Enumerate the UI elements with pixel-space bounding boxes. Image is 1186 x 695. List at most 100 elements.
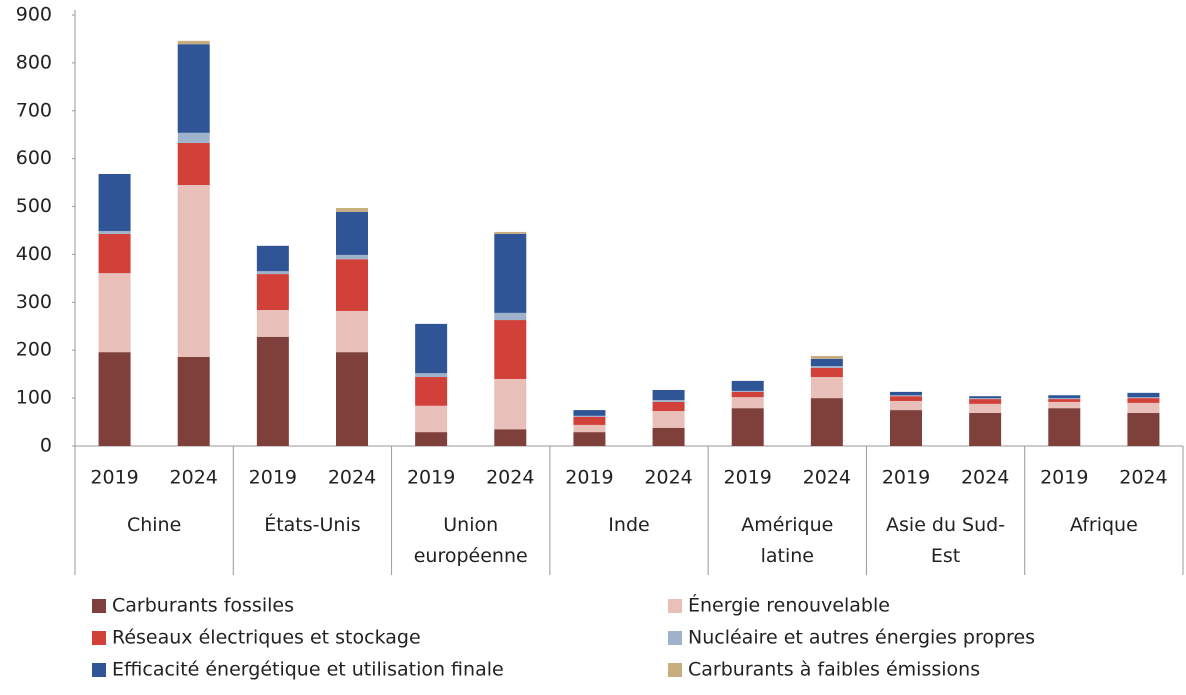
group-label-box: Chine: [127, 514, 181, 536]
y-tick-label: 400: [16, 243, 52, 265]
bar-segment: [1048, 395, 1081, 399]
legend-label: Carburants fossiles: [112, 595, 294, 617]
x-tick-label: 2019: [882, 467, 930, 489]
legend-label: Efficacité énergétique et utilisation fi…: [112, 659, 504, 681]
bar-segment: [98, 233, 131, 274]
bar-segment: [652, 400, 685, 402]
bar-segment: [731, 391, 764, 398]
bar-segment: [731, 390, 764, 392]
group-label-box: États-Unis: [264, 514, 361, 536]
bar-segment: [177, 132, 210, 143]
bar-segment: [256, 309, 289, 337]
bar-segment: [573, 424, 606, 433]
bar-segment: [1127, 412, 1160, 446]
bar-segment: [415, 432, 448, 446]
x-tick-label: 2019: [565, 467, 613, 489]
bar-segment: [1127, 402, 1160, 413]
x-tick-label: 2024: [170, 467, 218, 489]
bar-segment: [1048, 408, 1081, 446]
y-tick-label: 0: [40, 435, 52, 457]
bar-segment: [652, 401, 685, 412]
x-tick-label: 2019: [1040, 467, 1088, 489]
bar-segment: [731, 408, 764, 446]
bar-segment: [98, 230, 131, 234]
bar-segment: [177, 185, 210, 357]
bar-segment: [890, 391, 922, 396]
legend-label: Réseaux électriques et stockage: [112, 627, 421, 649]
legend-swatch: [668, 663, 682, 677]
bar-segment: [1048, 399, 1081, 402]
bar-segment: [494, 231, 527, 234]
bar-segment: [969, 396, 1002, 399]
y-tick-label: 900: [16, 4, 52, 26]
bar-segment: [969, 399, 1002, 404]
legend-label: Nucléaire et autres énergies propres: [688, 627, 1035, 649]
y-tick-label: 300: [16, 291, 52, 313]
bar-segment: [177, 40, 210, 45]
group-label: États-Unis: [264, 514, 361, 536]
bar-segment: [810, 398, 843, 446]
legend-label: Énergie renouvelable: [688, 594, 890, 617]
bar-segment: [256, 274, 289, 310]
bar-segment: [415, 323, 448, 374]
bar-segment: [1127, 392, 1160, 398]
group-label: Amérique latine: [741, 514, 834, 567]
bar-segment: [810, 366, 843, 368]
bar-segment: [336, 207, 368, 212]
legend-swatch: [668, 631, 682, 645]
bar-segment: [98, 173, 131, 231]
bar-segment: [494, 312, 527, 321]
bar-segment: [494, 378, 527, 430]
bar-segment: [256, 245, 289, 272]
y-tick-label: 600: [16, 147, 52, 169]
bar-segment: [731, 397, 764, 409]
bar-segment: [256, 271, 289, 275]
bar-segment: [256, 336, 289, 446]
x-tick-label: 2024: [803, 467, 851, 489]
bar-segment: [415, 377, 448, 406]
x-tick-label: 2019: [407, 467, 455, 489]
bar-segment: [336, 259, 368, 311]
bar-segment: [98, 352, 131, 446]
bar-segment: [98, 273, 131, 353]
bar-segment: [890, 410, 922, 446]
y-tick-label: 700: [16, 99, 52, 121]
y-tick-label: 500: [16, 195, 52, 217]
bar-segment: [1048, 398, 1081, 400]
x-tick-label: 2019: [249, 467, 297, 489]
bar-segment: [890, 396, 922, 401]
bar-segment: [1127, 397, 1160, 399]
group-label: Union européenne: [413, 514, 528, 567]
bar-segment: [890, 400, 922, 411]
bar-segment: [573, 432, 606, 446]
legend-swatch: [668, 599, 682, 613]
group-label: Asie du Sud-Est: [886, 514, 1006, 567]
x-tick-label: 2024: [644, 467, 692, 489]
bar-segment: [652, 411, 685, 428]
bar-segment: [731, 380, 764, 391]
legend-label: Carburants à faibles émissions: [688, 659, 980, 681]
bar-segment: [177, 142, 210, 186]
bar-segment: [969, 398, 1002, 400]
bar-segment: [494, 429, 527, 446]
legend-swatch: [92, 599, 106, 613]
bar-segment: [810, 358, 843, 367]
group-label-box: Union européenne: [413, 514, 528, 567]
x-tick-label: 2024: [328, 467, 376, 489]
bar-segment: [573, 415, 606, 417]
bar-segment: [1048, 401, 1081, 409]
x-tick-label: 2024: [486, 467, 534, 489]
group-label: Inde: [608, 514, 650, 536]
bar-segment: [573, 410, 606, 416]
bar-segment: [652, 427, 685, 446]
bar-segment: [177, 44, 210, 133]
legend-swatch: [92, 663, 106, 677]
bar-segment: [336, 211, 368, 255]
group-label-box: Asie du Sud-Est: [886, 514, 1006, 567]
bar-segment: [969, 403, 1002, 413]
y-tick-label: 200: [16, 339, 52, 361]
bar-segment: [810, 377, 843, 399]
bar-segment: [810, 355, 843, 359]
bar-segment: [810, 367, 843, 378]
